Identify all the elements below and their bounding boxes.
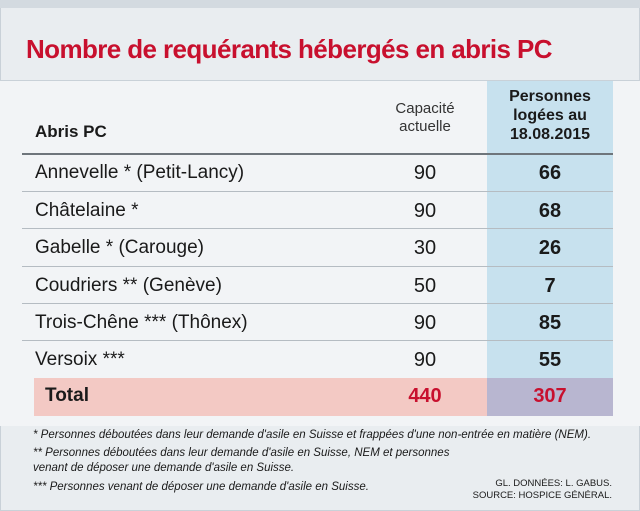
total-capacite: 440 (408, 385, 442, 407)
row-name: Châtelaine * (35, 200, 139, 221)
header-personnes: Personnes logées au 18.08.2015 (487, 87, 613, 144)
header-abris: Abris PC (35, 122, 107, 141)
row-name: Annevelle * (Petit-Lancy) (35, 162, 245, 183)
row-divider (22, 266, 613, 267)
footnote-2: ** Personnes déboutées dans leur demande… (33, 446, 623, 476)
total-personnes-background (487, 378, 613, 416)
table-row: Annevelle * (Petit-Lancy) 90 66 (0, 154, 640, 191)
personnes-column-highlight (487, 81, 613, 378)
footnote-2-line1: ** Personnes déboutées dans leur demande… (33, 447, 450, 459)
row-capacite: 90 (413, 162, 437, 184)
row-name: Gabelle * (Carouge) (35, 237, 204, 258)
row-name: Coudriers ** (Genève) (35, 275, 222, 296)
row-name: Trois-Chêne *** (Thônex) (35, 312, 248, 333)
header-divider (22, 153, 613, 155)
row-capacite: 90 (413, 200, 437, 222)
credit-source: SOURCE: HOSPICE GÉNÉRAL. (472, 490, 612, 501)
table-row: Châtelaine * 90 68 (0, 192, 640, 229)
row-divider (22, 228, 613, 229)
row-personnes: 66 (538, 162, 562, 184)
header-personnes-line1: Personnes (509, 88, 591, 105)
row-name: Versoix *** (35, 349, 125, 370)
total-label: Total (45, 385, 89, 406)
row-personnes: 68 (538, 200, 562, 222)
row-personnes: 85 (538, 312, 562, 334)
row-personnes: 7 (544, 275, 556, 297)
footnote-2-line2: venant de déposer une demande d'asile en… (33, 462, 295, 474)
header-capacite-line2: actuelle (399, 118, 451, 135)
table-row: Trois-Chêne *** (Thônex) 90 85 (0, 304, 640, 341)
credit-graphics: GL. DONNÉES: L. GABUS. (495, 478, 612, 489)
table-row: Coudriers ** (Genève) 50 7 (0, 267, 640, 304)
row-capacite: 50 (413, 275, 437, 297)
table-row: Gabelle * (Carouge) 30 26 (0, 229, 640, 266)
title-separator (0, 80, 640, 81)
footnote-3: *** Personnes venant de déposer une dema… (33, 481, 369, 493)
row-capacite: 90 (413, 312, 437, 334)
header-personnes-line3: 18.08.2015 (509, 126, 591, 143)
total-row-background (34, 378, 487, 416)
row-capacite: 90 (413, 349, 437, 371)
table-row: Versoix *** 90 55 (0, 341, 640, 378)
header-capacite: Capacité actuelle (370, 100, 480, 136)
top-band (0, 0, 640, 8)
header-personnes-line2: logées au (513, 107, 587, 124)
total-personnes: 307 (533, 385, 567, 407)
row-divider (22, 340, 613, 341)
row-divider (22, 303, 613, 304)
row-personnes: 26 (538, 237, 562, 259)
row-personnes: 55 (538, 349, 562, 371)
header-capacite-line1: Capacité (395, 100, 455, 117)
row-divider (22, 191, 613, 192)
chart-title: Nombre de requérants hébergés en abris P… (26, 34, 553, 64)
row-capacite: 30 (413, 237, 437, 259)
footnote-1: * Personnes déboutées dans leur demande … (33, 429, 592, 441)
